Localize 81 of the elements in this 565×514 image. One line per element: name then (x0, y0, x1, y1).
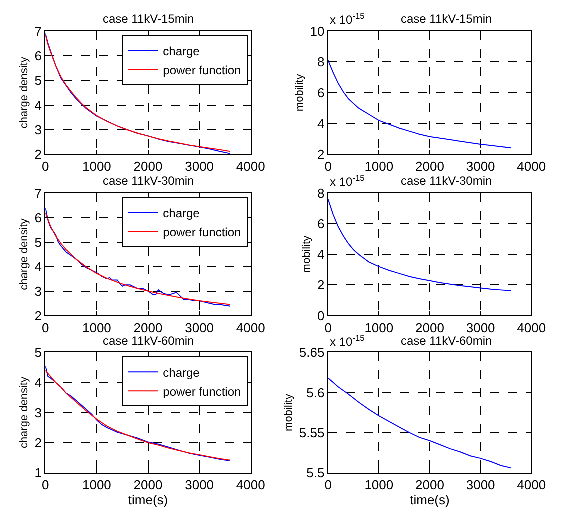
x-tick-label: 1000 (364, 320, 394, 336)
y-axis-title: charge density (18, 56, 30, 129)
text: x 10$^{-15}$ (330, 11, 366, 28)
x-tick-label: 3000 (185, 320, 214, 336)
line-series (328, 199, 512, 292)
x-axis-title: time(s) (410, 492, 450, 508)
x-tick-label: 2000 (416, 478, 444, 493)
line-series (328, 60, 512, 149)
text: x 10$^{-15}$ (330, 173, 366, 190)
text: x 10$^{-15}$ (330, 333, 366, 350)
x-tick-label: 4000 (517, 159, 546, 174)
y-tick-label: 2 (317, 278, 325, 293)
y-tick-label: 1 (34, 466, 42, 481)
y-axis-title: charge density (18, 376, 30, 449)
y-tick-label: 8 (317, 186, 325, 201)
y-axis-title: charge density (18, 218, 30, 290)
x-tick-label: 1000 (82, 320, 112, 336)
y-tick-label: 7 (34, 24, 42, 39)
x-tick-label: 3000 (466, 159, 496, 174)
x-tick-label: 1000 (82, 478, 112, 493)
y-tick-label: 3 (34, 284, 42, 299)
y-tick-label: 4 (317, 116, 325, 132)
y-tick-label: 2 (34, 308, 42, 324)
x-axis-title: time(s) (128, 492, 168, 508)
x-tick-label: 2000 (416, 159, 444, 174)
y-tick-label: 10 (310, 24, 325, 39)
y-tick-label: 4 (317, 247, 325, 262)
chart-title: case 11kV-60min (103, 334, 194, 348)
x-tick-label: 4000 (236, 478, 266, 493)
x-tick-label: 3000 (466, 478, 496, 493)
x-tick-label: 1000 (364, 159, 394, 174)
y-tick-label: 2 (34, 435, 42, 450)
y-tick-label: 5.65 (299, 345, 325, 360)
x-tick-label: 4000 (236, 320, 266, 336)
line-series (328, 378, 512, 469)
chart-title: case 11kV-15min (401, 12, 492, 26)
y-tick-label: 4 (34, 259, 42, 274)
chart-title: case 11kV-30min (103, 174, 194, 188)
x-tick-label: 3000 (466, 320, 496, 336)
y-tick-label: 4 (34, 98, 42, 113)
y-tick-label: 6 (34, 48, 42, 64)
x-tick-label: 3000 (185, 478, 214, 493)
y-tick-label: 7 (34, 186, 42, 201)
x-tick-label: 1000 (82, 159, 112, 174)
y-tick-label: 3 (34, 405, 42, 420)
x-tick-label: 4000 (517, 320, 546, 336)
x-tick-label: 2000 (416, 320, 444, 336)
y-tick-label: 0 (317, 308, 325, 324)
legend-label: charge (163, 366, 200, 380)
y-tick-label: 5 (34, 345, 42, 360)
y-tick-label: 2 (317, 147, 325, 162)
y-tick-label: 5.5 (306, 466, 325, 481)
y-tick-label: 5.55 (299, 425, 325, 440)
legend-label: power function (163, 384, 242, 399)
y-tick-label: 8 (317, 54, 325, 70)
y-axis-title: mobility (283, 394, 296, 432)
y-tick-label: 5.6 (306, 385, 325, 400)
x-tick-label: 2000 (134, 320, 163, 336)
x-tick-label: 3000 (185, 159, 214, 174)
y-tick-label: 3 (34, 122, 42, 138)
y-tick-label: 6 (317, 85, 325, 100)
legend-label: power function (163, 63, 242, 78)
x-tick-label: 1000 (364, 478, 394, 493)
chart-title: case 11kV-15min (103, 12, 194, 26)
x-tick-label: 4000 (236, 159, 266, 174)
y-tick-label: 4 (34, 375, 42, 390)
y-axis-title: mobility (294, 74, 306, 112)
legend-label: charge (163, 44, 200, 58)
y-tick-label: 6 (317, 216, 325, 232)
x-tick-label: 2000 (134, 159, 163, 174)
y-tick-label: 5 (34, 73, 42, 88)
y-axis-title: mobility (301, 235, 314, 274)
legend-label: power function (163, 226, 242, 240)
chart-title: case 11kV-60min (401, 334, 492, 348)
legend-label: charge (163, 206, 200, 221)
y-tick-label: 5 (34, 234, 42, 250)
y-tick-label: 6 (34, 210, 42, 226)
x-tick-label: 4000 (517, 478, 546, 493)
chart-title: case 11kV-30min (401, 174, 492, 188)
y-tick-label: 2 (34, 147, 42, 162)
x-tick-label: 2000 (134, 478, 163, 493)
